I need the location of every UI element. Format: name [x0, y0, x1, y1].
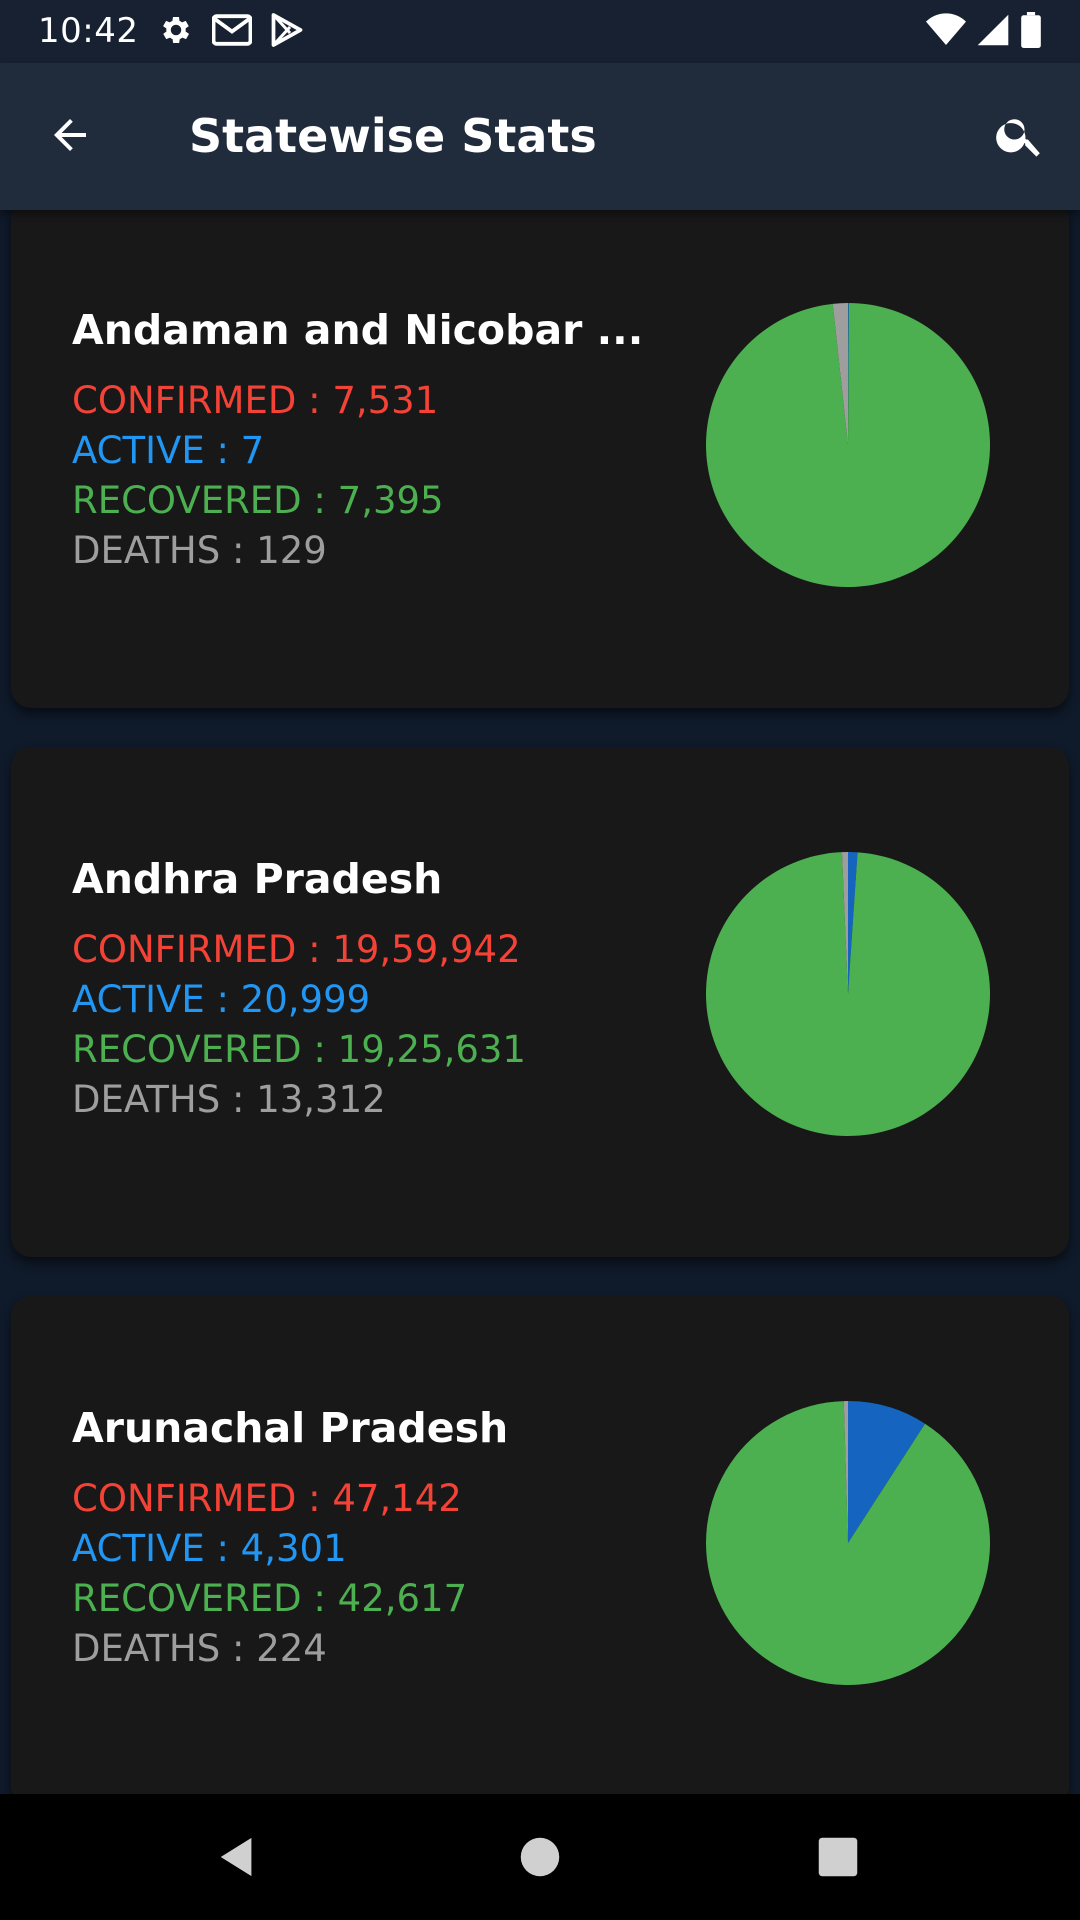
active-count: ACTIVE : 7: [72, 429, 265, 472]
recents-square-icon: [817, 1836, 859, 1882]
play-store-icon: [270, 12, 304, 48]
recovered-count: RECOVERED : 7,395: [72, 479, 444, 522]
confirmed-count: CONFIRMED : 7,531: [72, 379, 439, 422]
pie-chart: [706, 303, 990, 587]
back-triangle-icon: [215, 1834, 261, 1884]
status-notification-icons: [158, 12, 304, 48]
search-icon: [993, 108, 1047, 166]
nav-back-button[interactable]: [203, 1824, 273, 1894]
pie-chart: [706, 852, 990, 1136]
state-name: Arunachal Pradesh: [72, 1404, 509, 1452]
nav-recents-button[interactable]: [803, 1824, 873, 1894]
search-button[interactable]: [990, 107, 1050, 167]
state-stats: CONFIRMED : 47,142 ACTIVE : 4,301 RECOVE…: [72, 1474, 467, 1674]
state-card[interactable]: Arunachal Pradesh CONFIRMED : 47,142 ACT…: [11, 1296, 1069, 1794]
page-title: Statewise Stats: [189, 109, 597, 163]
deaths-count: DEATHS : 13,312: [72, 1078, 386, 1121]
confirmed-count: CONFIRMED : 47,142: [72, 1477, 462, 1520]
active-count: ACTIVE : 4,301: [72, 1527, 347, 1570]
state-card[interactable]: Andaman and Nicobar ... CONFIRMED : 7,53…: [11, 210, 1069, 708]
state-stats: CONFIRMED : 7,531 ACTIVE : 7 RECOVERED :…: [72, 376, 444, 576]
status-time: 10:42: [38, 11, 139, 51]
app-bar: Statewise Stats: [0, 63, 1080, 210]
pie-slice-active: [848, 852, 858, 994]
deaths-count: DEATHS : 129: [72, 529, 327, 572]
cell-signal-icon: [976, 13, 1010, 47]
pie-slice-recovered: [706, 852, 990, 1136]
gmail-icon: [212, 12, 252, 48]
system-nav-bar: [0, 1794, 1080, 1920]
status-bar: 10:42: [0, 0, 1080, 63]
pie-chart: [706, 1401, 990, 1685]
gear-icon: [158, 12, 194, 48]
pie-slice-active: [848, 1401, 926, 1543]
pie-slice-deaths: [841, 852, 848, 994]
pie-slice-deaths: [832, 303, 848, 445]
back-button[interactable]: [40, 107, 100, 167]
state-name: Andhra Pradesh: [72, 855, 443, 903]
recovered-count: RECOVERED : 42,617: [72, 1577, 468, 1620]
wifi-icon: [926, 13, 966, 47]
battery-icon: [1020, 12, 1042, 48]
status-system-icons: [926, 12, 1042, 48]
state-name: Andaman and Nicobar ...: [72, 306, 644, 354]
nav-home-button[interactable]: [505, 1824, 575, 1894]
pie-slice-recovered: [706, 1401, 990, 1685]
home-circle-icon: [519, 1836, 561, 1882]
active-count: ACTIVE : 20,999: [72, 978, 371, 1021]
state-stats: CONFIRMED : 19,59,942 ACTIVE : 20,999 RE…: [72, 925, 526, 1125]
pie-slice-recovered: [706, 303, 990, 587]
state-card[interactable]: Andhra Pradesh CONFIRMED : 19,59,942 ACT…: [11, 747, 1069, 1257]
recovered-count: RECOVERED : 19,25,631: [72, 1028, 526, 1071]
deaths-count: DEATHS : 224: [72, 1627, 327, 1670]
pie-slice-deaths: [843, 1401, 848, 1543]
state-list[interactable]: Andaman and Nicobar ... CONFIRMED : 7,53…: [0, 210, 1080, 1794]
arrow-left-icon: [46, 111, 94, 163]
confirmed-count: CONFIRMED : 19,59,942: [72, 928, 521, 971]
